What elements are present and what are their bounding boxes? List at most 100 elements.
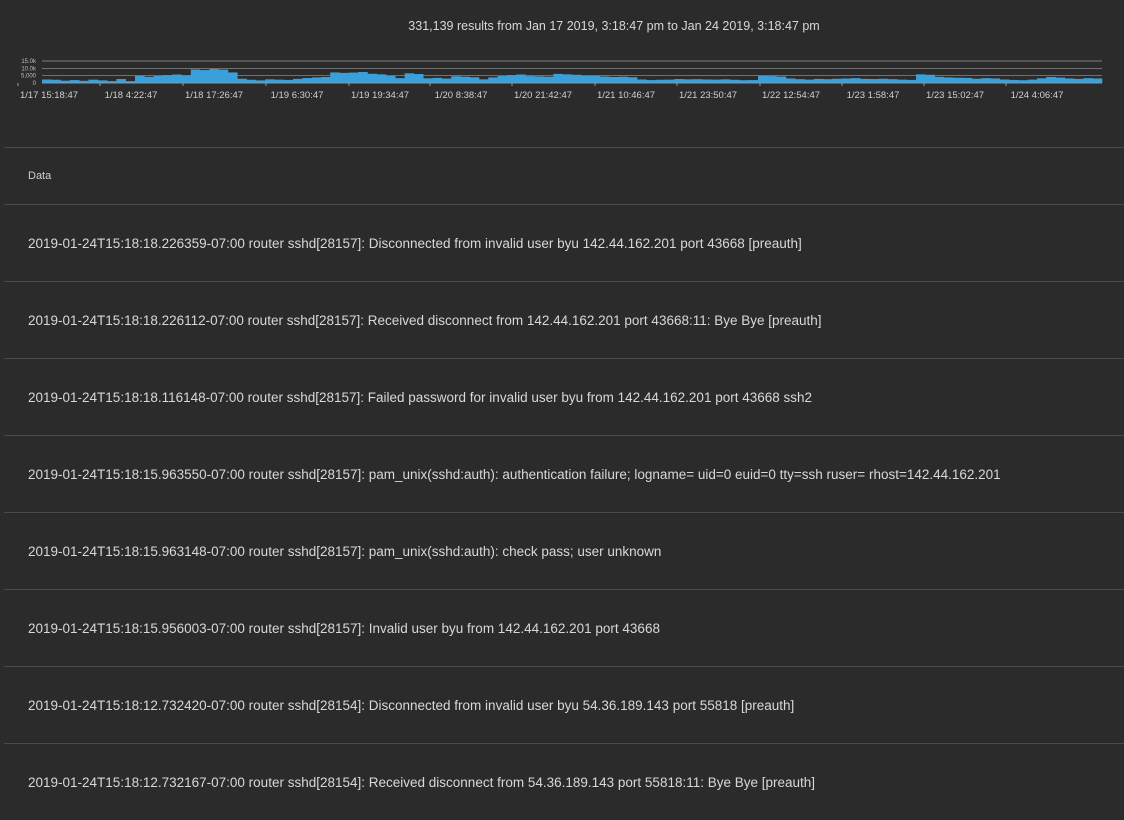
histogram-bar[interactable] bbox=[674, 79, 684, 83]
histogram-bar[interactable] bbox=[646, 80, 656, 83]
histogram-bar[interactable] bbox=[404, 73, 415, 83]
histogram-bar[interactable] bbox=[916, 74, 926, 83]
column-header-data[interactable]: Data bbox=[28, 170, 52, 182]
histogram-bar[interactable] bbox=[553, 73, 564, 83]
histogram-bar[interactable] bbox=[534, 76, 545, 83]
histogram-bar[interactable] bbox=[51, 79, 61, 83]
histogram-bar[interactable] bbox=[293, 78, 303, 83]
histogram-bar[interactable] bbox=[469, 77, 480, 83]
histogram-bar[interactable] bbox=[358, 72, 368, 83]
histogram-bar[interactable] bbox=[813, 78, 824, 83]
log-row[interactable]: 2019-01-24T15:18:15.963550-07:00 router … bbox=[4, 435, 1124, 512]
histogram-bar[interactable] bbox=[218, 69, 229, 83]
histogram-bar[interactable] bbox=[348, 72, 359, 83]
histogram-bar[interactable] bbox=[544, 76, 554, 83]
histogram-bar[interactable] bbox=[1018, 80, 1028, 83]
histogram-bar[interactable] bbox=[1046, 76, 1056, 83]
histogram-bar[interactable] bbox=[1055, 77, 1066, 83]
histogram-bar[interactable] bbox=[1064, 78, 1075, 83]
log-row[interactable]: 2019-01-24T15:18:12.732167-07:00 router … bbox=[4, 743, 1124, 820]
histogram-bar[interactable] bbox=[832, 78, 842, 83]
histogram-bar[interactable] bbox=[367, 73, 378, 83]
histogram-bar[interactable] bbox=[330, 72, 340, 83]
histogram-bar[interactable] bbox=[60, 80, 71, 83]
histogram-bar[interactable] bbox=[702, 79, 712, 83]
histogram-bar[interactable] bbox=[395, 78, 405, 83]
histogram-bar[interactable] bbox=[953, 77, 963, 83]
histogram-bar[interactable] bbox=[311, 77, 322, 83]
histogram-bar[interactable] bbox=[460, 76, 471, 83]
histogram-bar[interactable] bbox=[265, 79, 275, 83]
log-row[interactable]: 2019-01-24T15:18:18.226359-07:00 router … bbox=[4, 204, 1124, 281]
histogram-bar[interactable] bbox=[795, 79, 805, 83]
histogram-bar[interactable] bbox=[144, 76, 154, 83]
histogram-bar[interactable] bbox=[767, 76, 777, 83]
histogram-bar[interactable] bbox=[664, 79, 675, 83]
histogram-bar[interactable] bbox=[162, 75, 173, 83]
histogram-bar[interactable] bbox=[720, 79, 731, 83]
histogram-bar[interactable] bbox=[823, 79, 833, 83]
histogram-bar[interactable] bbox=[181, 75, 192, 83]
histogram-bar[interactable] bbox=[1083, 78, 1094, 83]
histogram-bar[interactable] bbox=[516, 74, 526, 83]
log-row[interactable]: 2019-01-24T15:18:15.956003-07:00 router … bbox=[4, 589, 1124, 666]
histogram-bar[interactable] bbox=[581, 75, 591, 83]
histogram-bar[interactable] bbox=[376, 74, 387, 83]
histogram-bar[interactable] bbox=[237, 78, 247, 83]
histogram-bar[interactable] bbox=[69, 80, 80, 83]
histogram-bar[interactable] bbox=[590, 75, 601, 83]
log-row[interactable]: 2019-01-24T15:18:18.226112-07:00 router … bbox=[4, 281, 1124, 358]
histogram-bar[interactable] bbox=[962, 77, 973, 83]
histogram-bar[interactable] bbox=[172, 74, 182, 83]
histogram-bar[interactable] bbox=[785, 78, 796, 83]
histogram-bar[interactable] bbox=[79, 80, 89, 83]
histogram-bar[interactable] bbox=[888, 79, 898, 83]
histogram-bar[interactable] bbox=[869, 79, 880, 83]
histogram-bar[interactable] bbox=[841, 78, 852, 83]
histogram-bar[interactable] bbox=[386, 75, 396, 83]
histogram-bar[interactable] bbox=[1009, 79, 1019, 83]
histogram-bar[interactable] bbox=[134, 75, 145, 83]
histogram-bar[interactable] bbox=[971, 78, 982, 83]
histogram-bar[interactable] bbox=[897, 79, 908, 83]
histogram-bar[interactable] bbox=[200, 70, 210, 83]
histogram-bar[interactable] bbox=[748, 80, 759, 83]
histogram-bar[interactable] bbox=[209, 69, 219, 83]
histogram-bar[interactable] bbox=[878, 78, 889, 83]
histogram-bar[interactable] bbox=[572, 74, 582, 83]
histogram-bar[interactable] bbox=[432, 77, 443, 83]
histogram-bar[interactable] bbox=[497, 75, 508, 83]
histogram-bar[interactable] bbox=[525, 76, 536, 83]
histogram-bar[interactable] bbox=[925, 74, 935, 83]
histogram-bar[interactable] bbox=[107, 81, 117, 83]
histogram-bar[interactable] bbox=[906, 79, 917, 83]
histogram-bar[interactable] bbox=[88, 79, 99, 83]
histogram-bar[interactable] bbox=[423, 78, 433, 83]
histogram-bar[interactable] bbox=[609, 76, 619, 83]
histogram-bar[interactable] bbox=[441, 78, 452, 83]
histogram-bar[interactable] bbox=[1036, 78, 1047, 83]
histogram-bar[interactable] bbox=[274, 79, 285, 83]
histogram-bar[interactable] bbox=[451, 76, 461, 83]
histogram-bar[interactable] bbox=[339, 72, 350, 83]
histogram-bar[interactable] bbox=[488, 77, 498, 83]
histogram-bar[interactable] bbox=[981, 78, 991, 83]
histogram-bar[interactable] bbox=[1027, 79, 1038, 83]
histogram-bar[interactable] bbox=[683, 79, 694, 83]
histogram-bar[interactable] bbox=[599, 76, 610, 83]
histogram-bar[interactable] bbox=[990, 78, 1001, 83]
histogram-bar[interactable] bbox=[413, 74, 424, 83]
histogram-bar[interactable] bbox=[153, 75, 164, 83]
histogram-bar[interactable] bbox=[562, 74, 573, 83]
histogram-bar[interactable] bbox=[116, 79, 126, 83]
histogram-bar[interactable] bbox=[776, 76, 787, 83]
histogram-bar[interactable] bbox=[42, 79, 52, 83]
histogram-bar[interactable] bbox=[934, 76, 945, 83]
histogram-bar[interactable] bbox=[943, 77, 954, 83]
histogram-bar[interactable] bbox=[637, 79, 647, 83]
histogram-bar[interactable] bbox=[739, 80, 749, 83]
histogram-bar[interactable] bbox=[692, 79, 703, 83]
histogram-bar[interactable] bbox=[283, 79, 294, 83]
log-row[interactable]: 2019-01-24T15:18:12.732420-07:00 router … bbox=[4, 666, 1124, 743]
